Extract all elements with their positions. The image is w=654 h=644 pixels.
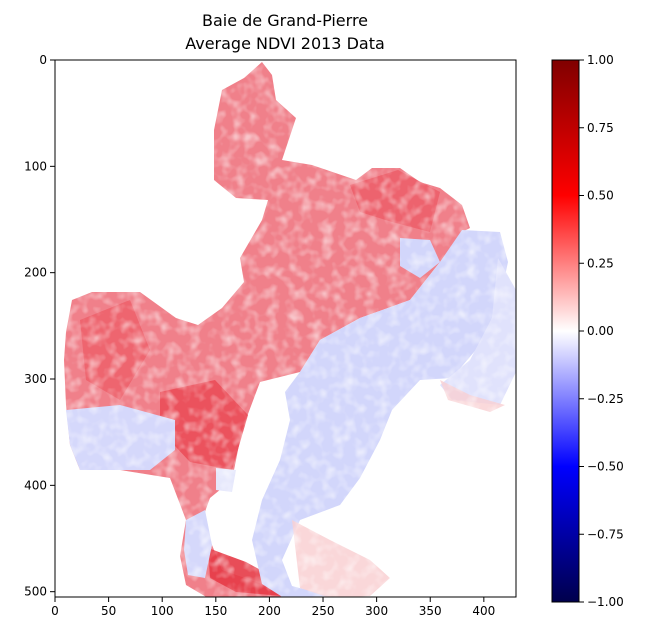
colorbar-tick-label: 0.75 — [587, 121, 614, 135]
x-tick-label: 400 — [472, 604, 495, 618]
y-tick-label: 100 — [24, 159, 47, 173]
colorbar — [551, 59, 580, 603]
colorbar-tick-label: −0.25 — [587, 392, 624, 406]
x-tick-label: 150 — [204, 604, 227, 618]
x-tick-label: 350 — [419, 604, 442, 618]
x-tick-label: 50 — [101, 604, 116, 618]
y-tick-label: 200 — [24, 266, 47, 280]
texture-overlay — [55, 60, 516, 597]
ndvi-map — [55, 60, 516, 597]
y-tick-label: 0 — [39, 53, 47, 67]
x-tick-label: 250 — [312, 604, 335, 618]
y-tick-label: 500 — [24, 585, 47, 599]
colorbar-tick-label: 0.00 — [587, 324, 614, 338]
colorbar-tick-label: −0.50 — [587, 460, 624, 474]
x-tick-label: 100 — [151, 604, 174, 618]
colorbar-tick-label: 0.25 — [587, 256, 614, 270]
colorbar-tick-label: −1.00 — [587, 595, 624, 609]
y-axis: 0 100 200 300 400 500 — [24, 53, 55, 599]
x-tick-label: 300 — [365, 604, 388, 618]
colorbar-axis: 1.00 0.75 0.50 0.25 0.00 −0.25 −0.50 −0.75 −1.00 — [579, 53, 624, 609]
y-tick-label: 400 — [24, 478, 47, 492]
chart-title-line-2: Average NDVI 2013 Data — [185, 34, 385, 53]
chart-title-line-1: Baie de Grand-Pierre — [202, 11, 368, 30]
colorbar-tick-label: 1.00 — [587, 53, 614, 67]
x-axis: 0 50 100 150 200 250 300 350 400 — [51, 597, 495, 618]
x-tick-label: 0 — [51, 604, 59, 618]
y-tick-label: 300 — [24, 372, 47, 386]
x-tick-label: 200 — [258, 604, 281, 618]
colorbar-tick-label: −0.75 — [587, 527, 624, 541]
colorbar-tick-label: 0.50 — [587, 189, 614, 203]
plot-frame — [54, 59, 517, 598]
